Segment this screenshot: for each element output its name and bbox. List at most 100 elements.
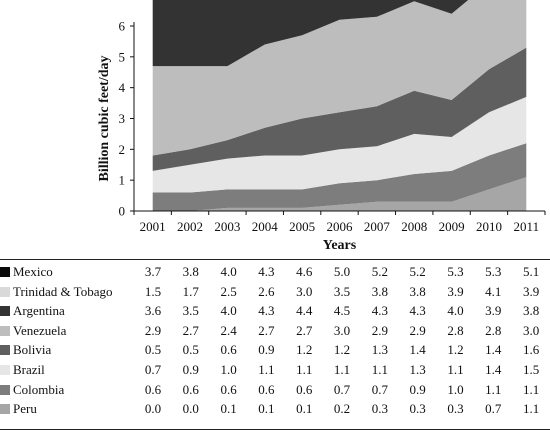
x-tick-label: 2003: [214, 219, 240, 234]
table-cell: 1.3: [371, 342, 388, 358]
table-cell: 0.7: [485, 401, 502, 417]
legend-label: Venezuela: [13, 322, 67, 338]
table-cell: 1.1: [371, 361, 388, 377]
x-tick-label: 2007: [364, 219, 391, 234]
table-cell: 1.3: [409, 361, 426, 377]
table-cell: 1.0: [447, 381, 464, 397]
y-tick-label: 0: [119, 204, 126, 219]
area-colombia: [152, 143, 527, 211]
table-cell: 3.5: [182, 303, 199, 319]
table-cell: 3.8: [371, 283, 388, 299]
x-tick-label: 2004: [252, 219, 279, 234]
table-cell: 3.6: [144, 303, 162, 319]
table-cell: 0.7: [371, 381, 388, 397]
table-cell: 4.0: [447, 303, 464, 319]
table-cell: 0.6: [258, 381, 275, 397]
table-cell: 2.9: [144, 322, 162, 338]
table-cell: 2.5: [220, 283, 237, 299]
area-argentina: [152, 0, 469, 67]
legend-label: Mexico: [13, 264, 53, 279]
legend-label: Trinidad & Tobago: [13, 283, 113, 299]
table-cell: 5.2: [371, 264, 388, 279]
table-cell: 4.3: [371, 303, 388, 319]
table-cell: 4.0: [220, 264, 237, 279]
table-cell: 0.5: [182, 342, 199, 358]
table-cell: 3.9: [522, 283, 540, 299]
legend-swatch: [0, 325, 10, 336]
area-layers: [152, 0, 527, 211]
area-brazil: [152, 96, 527, 193]
table-cell: 1.1: [296, 361, 313, 377]
x-tick-label: 2006: [327, 219, 354, 234]
table-cell: 5.3: [485, 264, 502, 279]
legend-swatch: [0, 286, 10, 297]
chart-svg: 0 1 2 3 4 5 6 2001 2002 2003 2004 2005 2006 2007 2008 2…: [97, 0, 546, 253]
y-tick-label: 5: [119, 49, 126, 64]
x-axis-title: Years: [323, 238, 357, 253]
table-cell: 4.6: [296, 264, 313, 279]
table-cell: 2.4: [220, 322, 237, 338]
legend-label: Bolivia: [13, 342, 52, 358]
legend-swatch: [0, 364, 10, 375]
table-cell: 2.9: [371, 322, 388, 338]
x-tick-label: 2005: [289, 219, 315, 234]
legend-entry: Colombia: [0, 380, 134, 400]
legend-entry: Bolivia: [0, 340, 134, 360]
table-cell: 0.6: [296, 381, 313, 397]
x-tick-label: 2008: [401, 219, 427, 234]
table-cell: 3.7: [144, 264, 162, 279]
table-cell: 1.1: [522, 381, 540, 397]
table-top-rule: [0, 259, 550, 260]
table-row-brazil: Brazil 0.7 0.9 1.0 1.1 1.1 1.1 1.1 1.3 1.1 1.4 1.5: [0, 360, 550, 380]
table-cell: 2.9: [409, 322, 426, 338]
table-cell: 4.3: [409, 303, 426, 319]
table-cell: 1.5: [144, 283, 162, 299]
table-cell: 4.4: [296, 303, 313, 319]
table-cell: 3.0: [333, 322, 351, 338]
table-row-peru: Peru 0.0 0.0 0.1 0.1 0.1 0.2 0.3 0.3 0.3 0.7 1.1: [0, 399, 550, 419]
table-cell: 1.4: [485, 342, 502, 358]
legend-label: Brazil: [13, 361, 45, 377]
table-cell: 4.3: [258, 303, 275, 319]
table-bottom-rule: [0, 429, 550, 430]
table-cell: 0.6: [144, 381, 162, 397]
table-row-argentina: Argentina 3.6 3.5 4.0 4.3 4.4 4.5 4.3 4.3 4.0 3.9 3…: [0, 301, 550, 321]
table-row-trinidad-and-tobago: Trinidad & Tobago 1.5 1.7 2.5 2.6 3.0 3.5 3.8 3.…: [0, 282, 550, 302]
area-bolivia: [152, 47, 527, 171]
table-cell: 1.6: [522, 342, 540, 358]
table-cell: 0.6: [220, 342, 237, 358]
table-cell: 1.0: [220, 361, 237, 377]
table-cell: 0.3: [371, 401, 388, 417]
table-cell: 0.9: [258, 342, 275, 358]
legend-label: Colombia: [13, 381, 65, 397]
table-cell: 0.0: [144, 401, 162, 417]
table-row-mexico: Mexico 3.7 3.8 4.0 4.3 4.6 5.0 5.2 5.2 5.3 5.3 5.1: [0, 262, 550, 282]
legend-swatch: [0, 345, 10, 356]
table-cell: 1.1: [447, 361, 464, 377]
table-cell: 0.7: [144, 361, 162, 377]
data-table: Mexico 3.7 3.8 4.0 4.3 4.6 5.0 5.2 5.2 5.3 5.3 5.1 T…: [0, 262, 550, 419]
y-tick-label: 4: [119, 80, 126, 95]
legend-label: Peru: [13, 401, 37, 417]
table-cell: 3.5: [333, 283, 351, 299]
table-cell: 3.9: [447, 283, 464, 299]
legend-swatch: [0, 384, 10, 395]
table-row-bolivia: Bolivia 0.5 0.5 0.6 0.9 1.2 1.2 1.3 1.4 1.2 1.4 1.6: [0, 340, 550, 360]
table-cell: 2.7: [296, 322, 313, 338]
legend-entry: Trinidad & Tobago: [0, 282, 134, 302]
table-cell: 1.2: [296, 342, 313, 358]
table-cell: 1.1: [485, 381, 502, 397]
table-cell: 0.5: [144, 342, 162, 358]
table-cell: 2.8: [447, 322, 464, 338]
table-cell: 5.1: [522, 264, 540, 279]
y-tick-label: 1: [119, 173, 126, 188]
table-cell: 2.6: [258, 283, 275, 299]
x-tick-label: 2009: [439, 219, 465, 234]
legend-entry: Brazil: [0, 360, 134, 380]
table-cell: 1.4: [409, 342, 426, 358]
table-cell: 0.3: [409, 401, 426, 417]
table-cell: 2.7: [258, 322, 275, 338]
area-peru: [152, 177, 527, 211]
table-cell: 4.1: [485, 283, 502, 299]
y-tick-label: 6: [119, 19, 126, 34]
